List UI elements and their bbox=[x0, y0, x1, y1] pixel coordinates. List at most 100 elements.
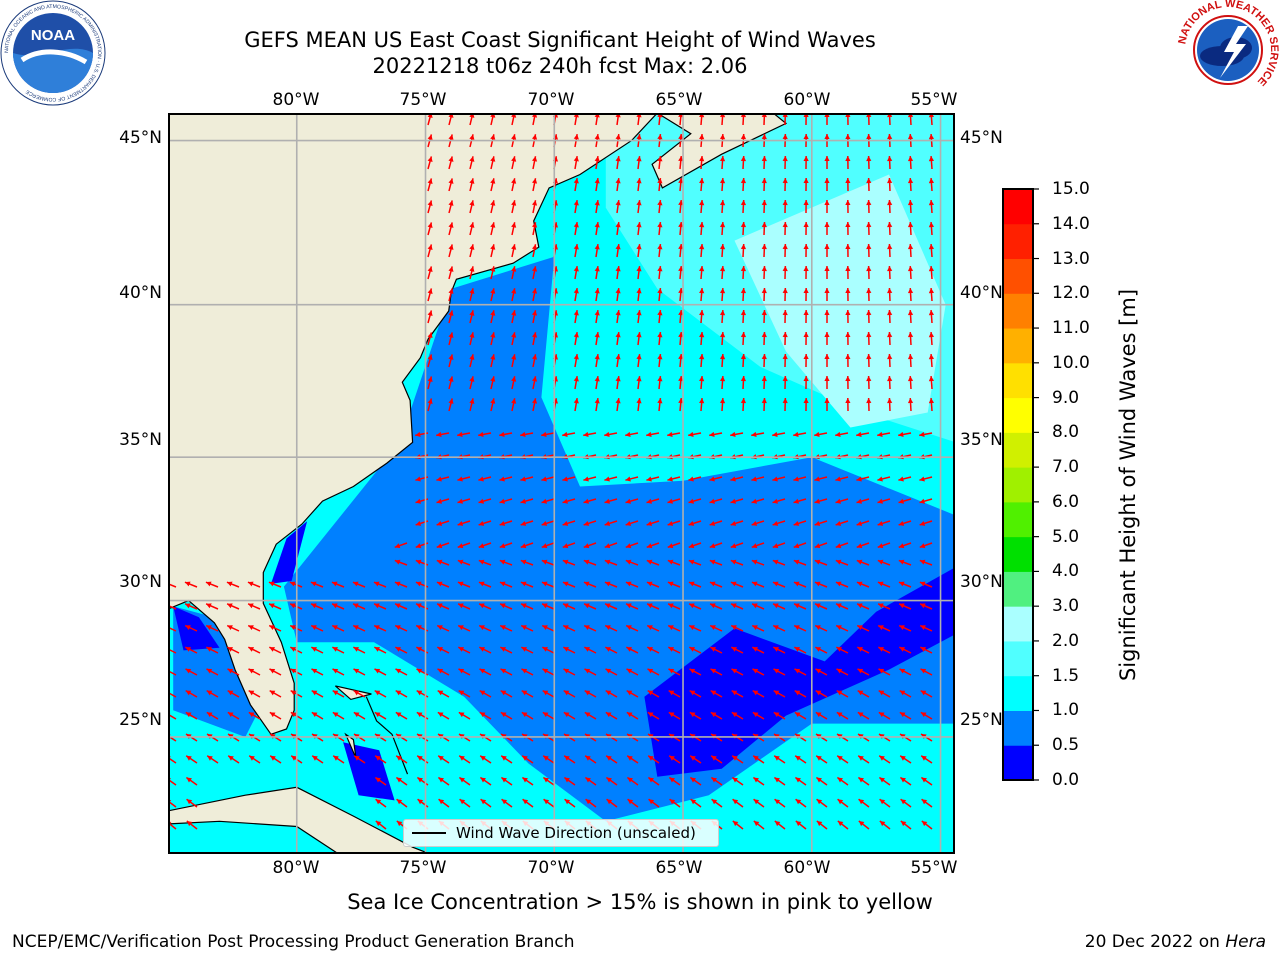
wind-wave-arrow bbox=[374, 755, 387, 764]
wind-wave-arrow bbox=[374, 646, 387, 654]
wind-wave-arrow bbox=[803, 199, 809, 214]
wind-wave-arrow bbox=[457, 624, 471, 632]
wind-wave-arrow bbox=[311, 755, 324, 764]
wind-wave-arrow bbox=[907, 243, 914, 258]
wind-wave-arrow bbox=[594, 244, 600, 258]
lon-label-top-55w: 55°W bbox=[910, 90, 958, 110]
wind-wave-arrow bbox=[469, 156, 475, 170]
wind-wave-arrow bbox=[772, 581, 786, 588]
wind-wave-arrow bbox=[919, 581, 933, 588]
wind-wave-arrow bbox=[394, 624, 408, 632]
wind-wave-arrow bbox=[795, 798, 807, 808]
footer-host: Hera bbox=[1225, 932, 1266, 952]
wind-wave-arrow bbox=[782, 221, 788, 236]
wind-wave-arrow bbox=[898, 520, 912, 526]
wind-wave-arrow bbox=[710, 646, 723, 654]
land-cuba bbox=[169, 786, 430, 853]
wind-wave-arrow bbox=[866, 331, 872, 346]
wind-wave-arrow bbox=[731, 711, 744, 720]
wind-wave-arrow bbox=[678, 199, 684, 214]
wind-wave-arrow bbox=[845, 199, 851, 214]
wind-wave-arrow bbox=[920, 776, 933, 786]
wind-wave-arrow bbox=[752, 689, 765, 698]
wind-wave-arrow bbox=[511, 332, 517, 346]
wind-wave-arrow bbox=[699, 265, 705, 280]
wind-wave-arrow bbox=[478, 581, 492, 588]
wind-wave-arrow bbox=[332, 646, 345, 654]
wind-wave-arrow bbox=[774, 798, 786, 808]
wind-wave-arrow bbox=[699, 375, 705, 390]
wind-wave-arrow bbox=[815, 668, 828, 676]
wind-wave-arrow bbox=[752, 668, 765, 676]
wind-wave-arrow bbox=[594, 310, 600, 324]
wind-wave-arrow bbox=[751, 559, 765, 566]
wind-wave-arrow bbox=[647, 668, 660, 676]
field-band-2.0-3.0 bbox=[734, 174, 946, 428]
wind-wave-arrow bbox=[205, 603, 219, 610]
wind-wave-arrow bbox=[615, 156, 621, 170]
wind-wave-arrow bbox=[469, 332, 475, 346]
wind-wave-arrow bbox=[479, 755, 492, 764]
wind-wave-arrow bbox=[427, 200, 433, 214]
wind-wave-arrow bbox=[437, 646, 450, 654]
wind-wave-arrow bbox=[845, 265, 851, 280]
wind-wave-arrow bbox=[730, 624, 744, 632]
wind-wave-arrow bbox=[332, 668, 345, 676]
wind-wave-arrow bbox=[824, 177, 830, 192]
wind-wave-arrow bbox=[740, 265, 747, 280]
wind-wave-arrow bbox=[563, 646, 576, 654]
wind-wave-arrow bbox=[521, 711, 534, 720]
wind-wave-arrow bbox=[899, 755, 912, 764]
wind-wave-arrow bbox=[719, 331, 726, 346]
wind-wave-arrow bbox=[814, 431, 828, 438]
wind-wave-arrow bbox=[448, 222, 454, 236]
wind-wave-arrow bbox=[845, 243, 851, 258]
wind-wave-arrow bbox=[866, 309, 872, 324]
wind-wave-arrow bbox=[699, 155, 705, 170]
wind-wave-arrow bbox=[227, 755, 240, 764]
wind-wave-arrow bbox=[615, 354, 621, 368]
wind-wave-arrow bbox=[490, 376, 496, 390]
wind-wave-arrow bbox=[887, 177, 893, 192]
wind-wave-arrow bbox=[437, 668, 450, 676]
wind-wave-arrow bbox=[375, 820, 387, 830]
wind-wave-arrow bbox=[626, 711, 639, 720]
wind-wave-arrow bbox=[469, 200, 475, 214]
colorbar-band bbox=[1003, 467, 1033, 503]
wind-wave-arrow bbox=[511, 288, 517, 302]
wind-wave-arrow bbox=[311, 646, 324, 654]
wind-wave-arrow bbox=[667, 559, 681, 566]
wind-wave-arrow bbox=[583, 603, 597, 610]
wind-wave-arrow bbox=[331, 581, 345, 588]
wind-wave-arrow bbox=[667, 603, 681, 610]
wind-wave-arrow bbox=[438, 798, 450, 808]
wind-wave-arrow bbox=[857, 755, 870, 764]
wind-wave-arrow bbox=[646, 559, 660, 566]
wind-wave-arrow bbox=[689, 755, 702, 764]
wind-wave-arrow bbox=[887, 397, 893, 412]
wind-wave-arrow bbox=[394, 581, 408, 588]
wind-wave-arrow bbox=[732, 798, 744, 808]
wind-wave-arrow bbox=[458, 646, 471, 654]
wind-wave-arrow bbox=[583, 581, 597, 588]
legend-line-swatch bbox=[412, 832, 446, 834]
wind-wave-arrow bbox=[573, 288, 579, 302]
wind-wave-arrow bbox=[490, 178, 496, 192]
wind-wave-arrow bbox=[731, 776, 744, 786]
lon-label-bottom-60w: 60°W bbox=[783, 858, 831, 878]
noaa-logo: NOAA NATIONAL OCEANIC AND ATMOSPHERIC AD… bbox=[0, 0, 106, 106]
wind-wave-arrow bbox=[900, 820, 912, 830]
wind-wave-arrow bbox=[845, 221, 851, 236]
wind-wave-arrow bbox=[373, 581, 387, 588]
wind-wave-arrow bbox=[761, 243, 767, 258]
wind-wave-arrow bbox=[878, 755, 891, 764]
wind-wave-arrow bbox=[928, 287, 935, 302]
wind-wave-arrow bbox=[584, 646, 597, 654]
wind-wave-arrow bbox=[907, 353, 914, 368]
wind-wave-arrow bbox=[803, 397, 809, 412]
wind-wave-arrow bbox=[647, 646, 660, 654]
wind-wave-arrow bbox=[793, 603, 807, 610]
wind-wave-arrow bbox=[928, 265, 935, 280]
wind-wave-arrow bbox=[668, 646, 681, 654]
wind-wave-arrow bbox=[511, 178, 517, 192]
